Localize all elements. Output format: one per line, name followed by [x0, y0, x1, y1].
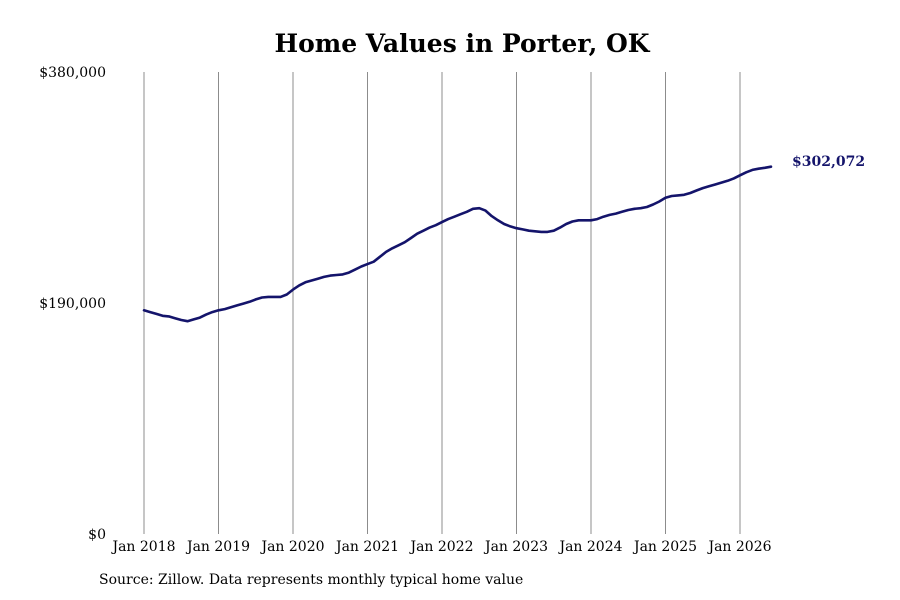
x-tick-label: Jan 2021 [334, 539, 399, 555]
x-axis-tick-labels: Jan 2018 Jan 2019 Jan 2020 Jan 2021 Jan 2022… [110, 539, 771, 555]
y-tick-label: $190,000 [39, 296, 106, 312]
x-tick-label: Jan 2025 [632, 539, 697, 555]
x-tick-label: Jan 2024 [557, 539, 622, 555]
y-tick-label: $380,000 [39, 65, 106, 81]
vertical-gridlines [143, 72, 741, 534]
x-tick-label: Jan 2020 [259, 539, 324, 555]
x-tick-label: Jan 2026 [706, 539, 771, 555]
series-line [142, 165, 773, 323]
x-tick-label: Jan 2018 [110, 539, 175, 555]
chart-title: Home Values in Porter, OK [274, 29, 650, 58]
source-note: Source: Zillow. Data represents monthly … [99, 572, 524, 588]
x-tick-label: Jan 2019 [185, 539, 250, 555]
x-tick-label: Jan 2022 [408, 539, 473, 555]
series-layer [142, 165, 773, 323]
x-tick-label: Jan 2023 [483, 539, 548, 555]
y-axis-tick-labels: $0 $190,000 $380,000 [39, 65, 106, 543]
end-value-label: $302,072 [792, 154, 865, 170]
y-tick-label: $0 [88, 527, 106, 543]
